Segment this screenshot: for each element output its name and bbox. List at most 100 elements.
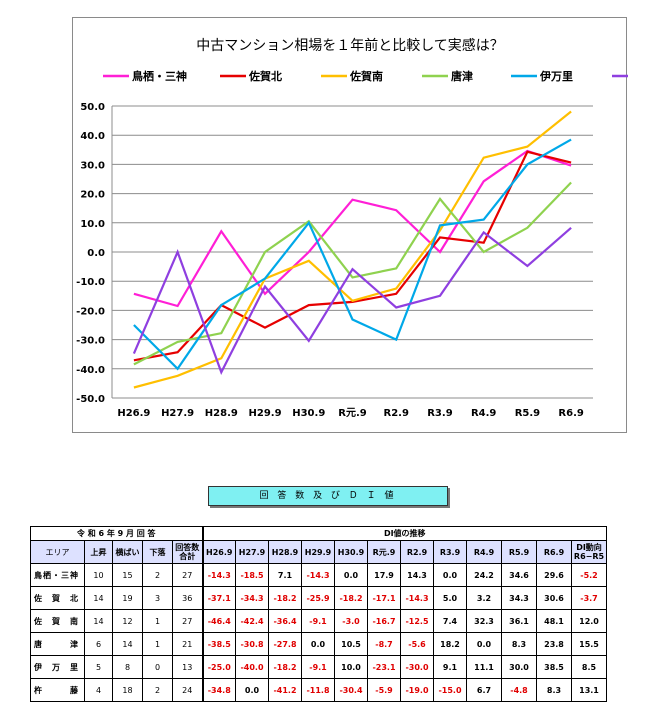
col-period: H29.9 (301, 540, 335, 564)
col-down: 下落 (142, 540, 173, 564)
col-period: R4.9 (466, 540, 502, 564)
y-tick-label: 50.0 (80, 102, 105, 113)
area-cell: 唐 津 (30, 632, 85, 656)
di-value-cell: 24.2 (466, 563, 502, 587)
di-value-cell: -16.7 (367, 609, 401, 633)
di-value-cell: 3.2 (466, 586, 502, 610)
di-value-cell: -34.3 (235, 586, 269, 610)
col-trend: DI動向 R6−R5 (571, 540, 607, 564)
series-line (132, 226, 572, 376)
table-row: 唐 津 6 14 1 21 -38.5 -30.8 -27.8 0.0 10.5 -8.7 -5.6 1… (30, 632, 607, 656)
series-line (133, 150, 572, 362)
di-value-cell: 0.0 (466, 632, 502, 656)
down-count-cell: 0 (142, 655, 173, 679)
di-value-cell: -5.6 (400, 632, 434, 656)
total-count-cell: 36 (172, 586, 203, 610)
di-value-cell: -41.2 (268, 678, 302, 702)
di-value-cell: -14.3 (201, 563, 236, 587)
up-count-cell: 6 (84, 632, 113, 656)
col-area: エリア (30, 540, 85, 564)
di-value-cell: 7.1 (268, 563, 302, 587)
di-value-cell: -25.9 (301, 586, 335, 610)
col-up: 上昇 (84, 540, 113, 564)
di-value-cell: 5.0 (433, 586, 467, 610)
di-value-cell: -40.0 (235, 655, 269, 679)
di-value-cell: 10.0 (334, 655, 368, 679)
chart-grid (111, 105, 593, 399)
col-period: R6.9 (536, 540, 572, 564)
di-value-cell: 0.0 (334, 563, 368, 587)
di-value-cell: -8.7 (367, 632, 401, 656)
legend-label: 佐賀北 (248, 69, 282, 83)
chart-title: 中古マンション相場を１年前と比較して実感は？ (196, 37, 504, 54)
di-value-cell: -23.1 (367, 655, 401, 679)
di-value-cell: -9.1 (301, 655, 335, 679)
table-row: 伊 万 里 5 8 0 13 -25.0 -40.0 -18.2 -9.1 10.0 -23.1 -3… (30, 655, 607, 679)
up-count-cell: 10 (84, 563, 113, 587)
legend-label: 佐賀南 (349, 69, 383, 83)
di-value-cell: 8.3 (536, 678, 572, 702)
y-tick-label: 10.0 (80, 219, 105, 230)
flat-count-cell: 12 (112, 609, 143, 633)
y-tick-label: -40.0 (76, 365, 105, 376)
di-value-cell: 17.9 (367, 563, 401, 587)
total-count-cell: 13 (172, 655, 203, 679)
x-tick-label: R2.9 (384, 408, 409, 419)
x-tick-label: R3.9 (427, 408, 452, 419)
series-line (133, 138, 572, 371)
y-tick-label: 0.0 (87, 248, 105, 259)
y-tick-label: 20.0 (80, 190, 105, 201)
di-value-cell: -36.4 (268, 609, 302, 633)
y-axis-ticks: 50.0 40.0 30.0 20.0 10.0 0.0 -10.0 -20.0 -30.0 -4… (76, 102, 105, 405)
di-value-cell: 0.0 (433, 563, 467, 587)
y-tick-label: -20.0 (76, 306, 105, 317)
di-value-cell: -18.2 (334, 586, 368, 610)
di-value-cell: 11.1 (466, 655, 502, 679)
table-row: 鳥栖・三神 10 15 2 27 -14.3 -18.5 7.1 -14.3 0.0 17.9 14.… (30, 563, 607, 587)
di-value-cell: -11.8 (301, 678, 335, 702)
di-value-cell: -38.5 (201, 632, 236, 656)
y-tick-label: -50.0 (76, 394, 105, 405)
di-value-cell: -4.8 (501, 678, 537, 702)
di-value-cell: -46.4 (201, 609, 236, 633)
di-value-cell: 7.4 (433, 609, 467, 633)
di-value-cell: 0.0 (235, 678, 269, 702)
area-cell: 佐 賀 北 (30, 586, 85, 610)
di-value-cell: 23.8 (536, 632, 572, 656)
up-count-cell: 4 (84, 678, 113, 702)
x-tick-label: R元.9 (338, 407, 366, 419)
di-value-cell: -12.5 (400, 609, 434, 633)
trend-cell: 15.5 (571, 632, 607, 656)
chart-series (132, 110, 572, 389)
di-value-cell: -30.4 (334, 678, 368, 702)
down-count-cell: 3 (142, 586, 173, 610)
table-caption: 回 答 数 及 び Ｄ Ｉ 値 (208, 486, 448, 506)
up-count-cell: 5 (84, 655, 113, 679)
flat-count-cell: 14 (112, 632, 143, 656)
down-count-cell: 1 (142, 632, 173, 656)
x-tick-label: H29.9 (249, 408, 282, 419)
area-cell: 杵 藤 (30, 678, 85, 702)
di-value-cell: -18.2 (268, 586, 302, 610)
x-tick-label: H28.9 (205, 408, 238, 419)
up-count-cell: 14 (84, 609, 113, 633)
di-value-cell: 34.6 (501, 563, 537, 587)
series-line (133, 149, 572, 308)
di-value-cell: 10.5 (334, 632, 368, 656)
di-value-cell: -5.9 (367, 678, 401, 702)
table-row: 佐 賀 南 14 12 1 27 -46.4 -42.4 -36.4 -9.1 -3.0 -16.7… (30, 609, 607, 633)
trend-cell: -3.7 (571, 586, 607, 610)
up-count-cell: 14 (84, 586, 113, 610)
period-header: 令 和 6 年 9 月 回 答 (30, 526, 203, 541)
table-row: 佐 賀 北 14 19 3 36 -37.1 -34.3 -18.2 -25.9 -18.2 -17… (30, 586, 607, 610)
di-value-cell: -9.1 (301, 609, 335, 633)
down-count-cell: 1 (142, 609, 173, 633)
di-value-cell: -14.3 (400, 586, 434, 610)
di-value-cell: 32.3 (466, 609, 502, 633)
trend-cell: 8.5 (571, 655, 607, 679)
x-tick-label: R6.9 (558, 408, 583, 419)
trend-cell: -5.2 (571, 563, 607, 587)
col-period: R2.9 (400, 540, 434, 564)
di-value-cell: -27.8 (268, 632, 302, 656)
x-tick-label: H30.9 (292, 408, 325, 419)
